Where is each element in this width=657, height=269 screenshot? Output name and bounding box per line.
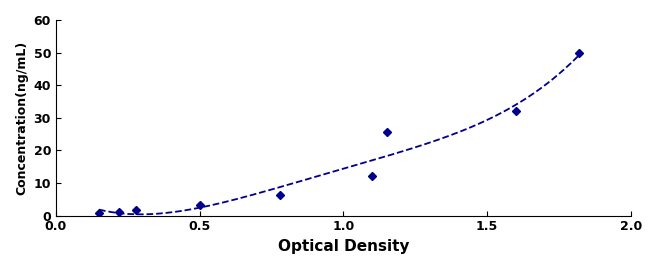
Y-axis label: Concentration(ng/mL): Concentration(ng/mL)	[15, 41, 28, 195]
X-axis label: Optical Density: Optical Density	[278, 239, 409, 254]
